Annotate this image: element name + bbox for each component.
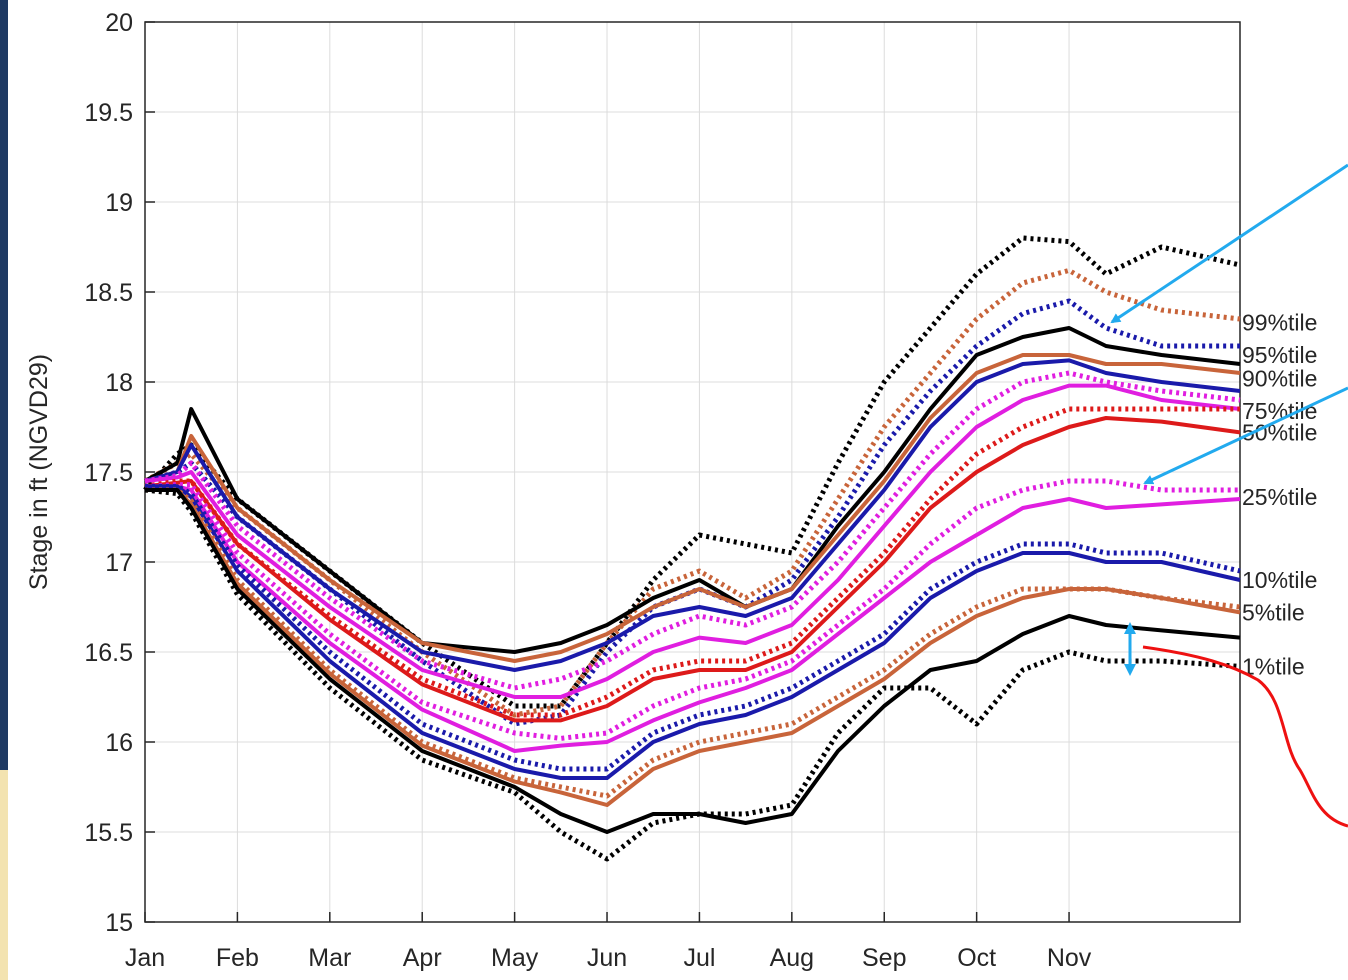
- y-tick-label: 16.5: [84, 639, 133, 667]
- arrow-to-25th-percentile: [1143, 386, 1348, 485]
- percentile-label: 5%tile: [1242, 599, 1305, 625]
- series-line-12: [145, 484, 1241, 753]
- range-arrow-up-head: [1124, 622, 1136, 634]
- y-tick-label: 19: [105, 189, 133, 217]
- series-line-16: [145, 488, 1241, 807]
- x-tick-label: Mar: [308, 944, 351, 972]
- left-edge-strip-light: [0, 770, 8, 980]
- series-line-11: [144, 478, 1240, 741]
- y-tick-label: 17: [105, 549, 133, 577]
- series-line-10: [144, 416, 1241, 723]
- x-axis-ticks: Jan Feb Mar Apr May Jun Jul Aug Sep Oct Nov: [125, 912, 1092, 972]
- annotations: [1110, 163, 1348, 828]
- x-tick-label: Jan: [125, 944, 165, 972]
- series-line-5: [144, 353, 1241, 663]
- series-line-4: [144, 326, 1241, 654]
- range-arrow-down-head: [1124, 664, 1136, 676]
- y-tick-label: 17.5: [84, 459, 133, 487]
- series-line-18: [144, 487, 1241, 862]
- y-axis-label: Stage in ft (NGVD29): [25, 354, 53, 590]
- arrow-to-90th-percentile: [1110, 163, 1348, 324]
- x-tick-label: Aug: [770, 944, 814, 972]
- y-tick-label: 16: [105, 729, 133, 757]
- percentile-label: 1%tile: [1242, 653, 1305, 679]
- y-tick-label: 15.5: [84, 819, 133, 847]
- x-tick-label: Oct: [957, 944, 996, 972]
- percentile-labels: 99%tile95%tile90%tile75%tile50%tile25%ti…: [1242, 310, 1317, 680]
- series-line-7: [144, 370, 1241, 691]
- y-tick-label: 18: [105, 369, 133, 397]
- y-tick-label: 19.5: [84, 99, 133, 127]
- y-tick-label: 18.5: [84, 279, 133, 307]
- x-tick-label: Jun: [587, 944, 627, 972]
- percentile-label: 10%tile: [1242, 567, 1317, 593]
- left-edge-strip-dark: [0, 0, 8, 770]
- series-line-1: [143, 235, 1241, 709]
- y-tick-label: 20: [105, 9, 133, 37]
- x-tick-label: Sep: [862, 944, 906, 972]
- percentile-label: 25%tile: [1242, 484, 1317, 510]
- y-tick-label: 15: [105, 909, 133, 937]
- percentile-label: 99%tile: [1242, 310, 1317, 336]
- series-line-17: [145, 488, 1241, 834]
- x-tick-label: May: [491, 944, 539, 972]
- red-callout-line: [1142, 645, 1348, 828]
- x-tick-label: Apr: [403, 944, 442, 972]
- series-line-13: [145, 483, 1241, 772]
- series-line-8: [144, 383, 1241, 699]
- series-line-6: [144, 358, 1241, 672]
- series-lines: [143, 235, 1241, 862]
- x-tick-label: Nov: [1047, 944, 1092, 972]
- y-axis-ticks: 15 15.5 16 16.5 17 17.5 18 18.5 19 19.5 20: [84, 9, 155, 937]
- series-line-14: [145, 484, 1241, 780]
- grid-lines: [145, 21, 1240, 923]
- percentile-label: 90%tile: [1242, 365, 1317, 391]
- percentile-label: 95%tile: [1242, 342, 1317, 368]
- x-tick-label: Feb: [216, 944, 259, 972]
- x-tick-label: Jul: [683, 944, 715, 972]
